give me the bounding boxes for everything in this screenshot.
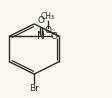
Text: O: O xyxy=(37,16,44,25)
Text: O: O xyxy=(44,26,51,35)
Text: O: O xyxy=(50,32,57,41)
Text: ·⁻: ·⁻ xyxy=(52,31,58,37)
Text: CH₃: CH₃ xyxy=(40,12,54,21)
Text: +: + xyxy=(40,32,45,37)
Text: Br: Br xyxy=(29,84,39,93)
Text: N: N xyxy=(37,31,44,41)
